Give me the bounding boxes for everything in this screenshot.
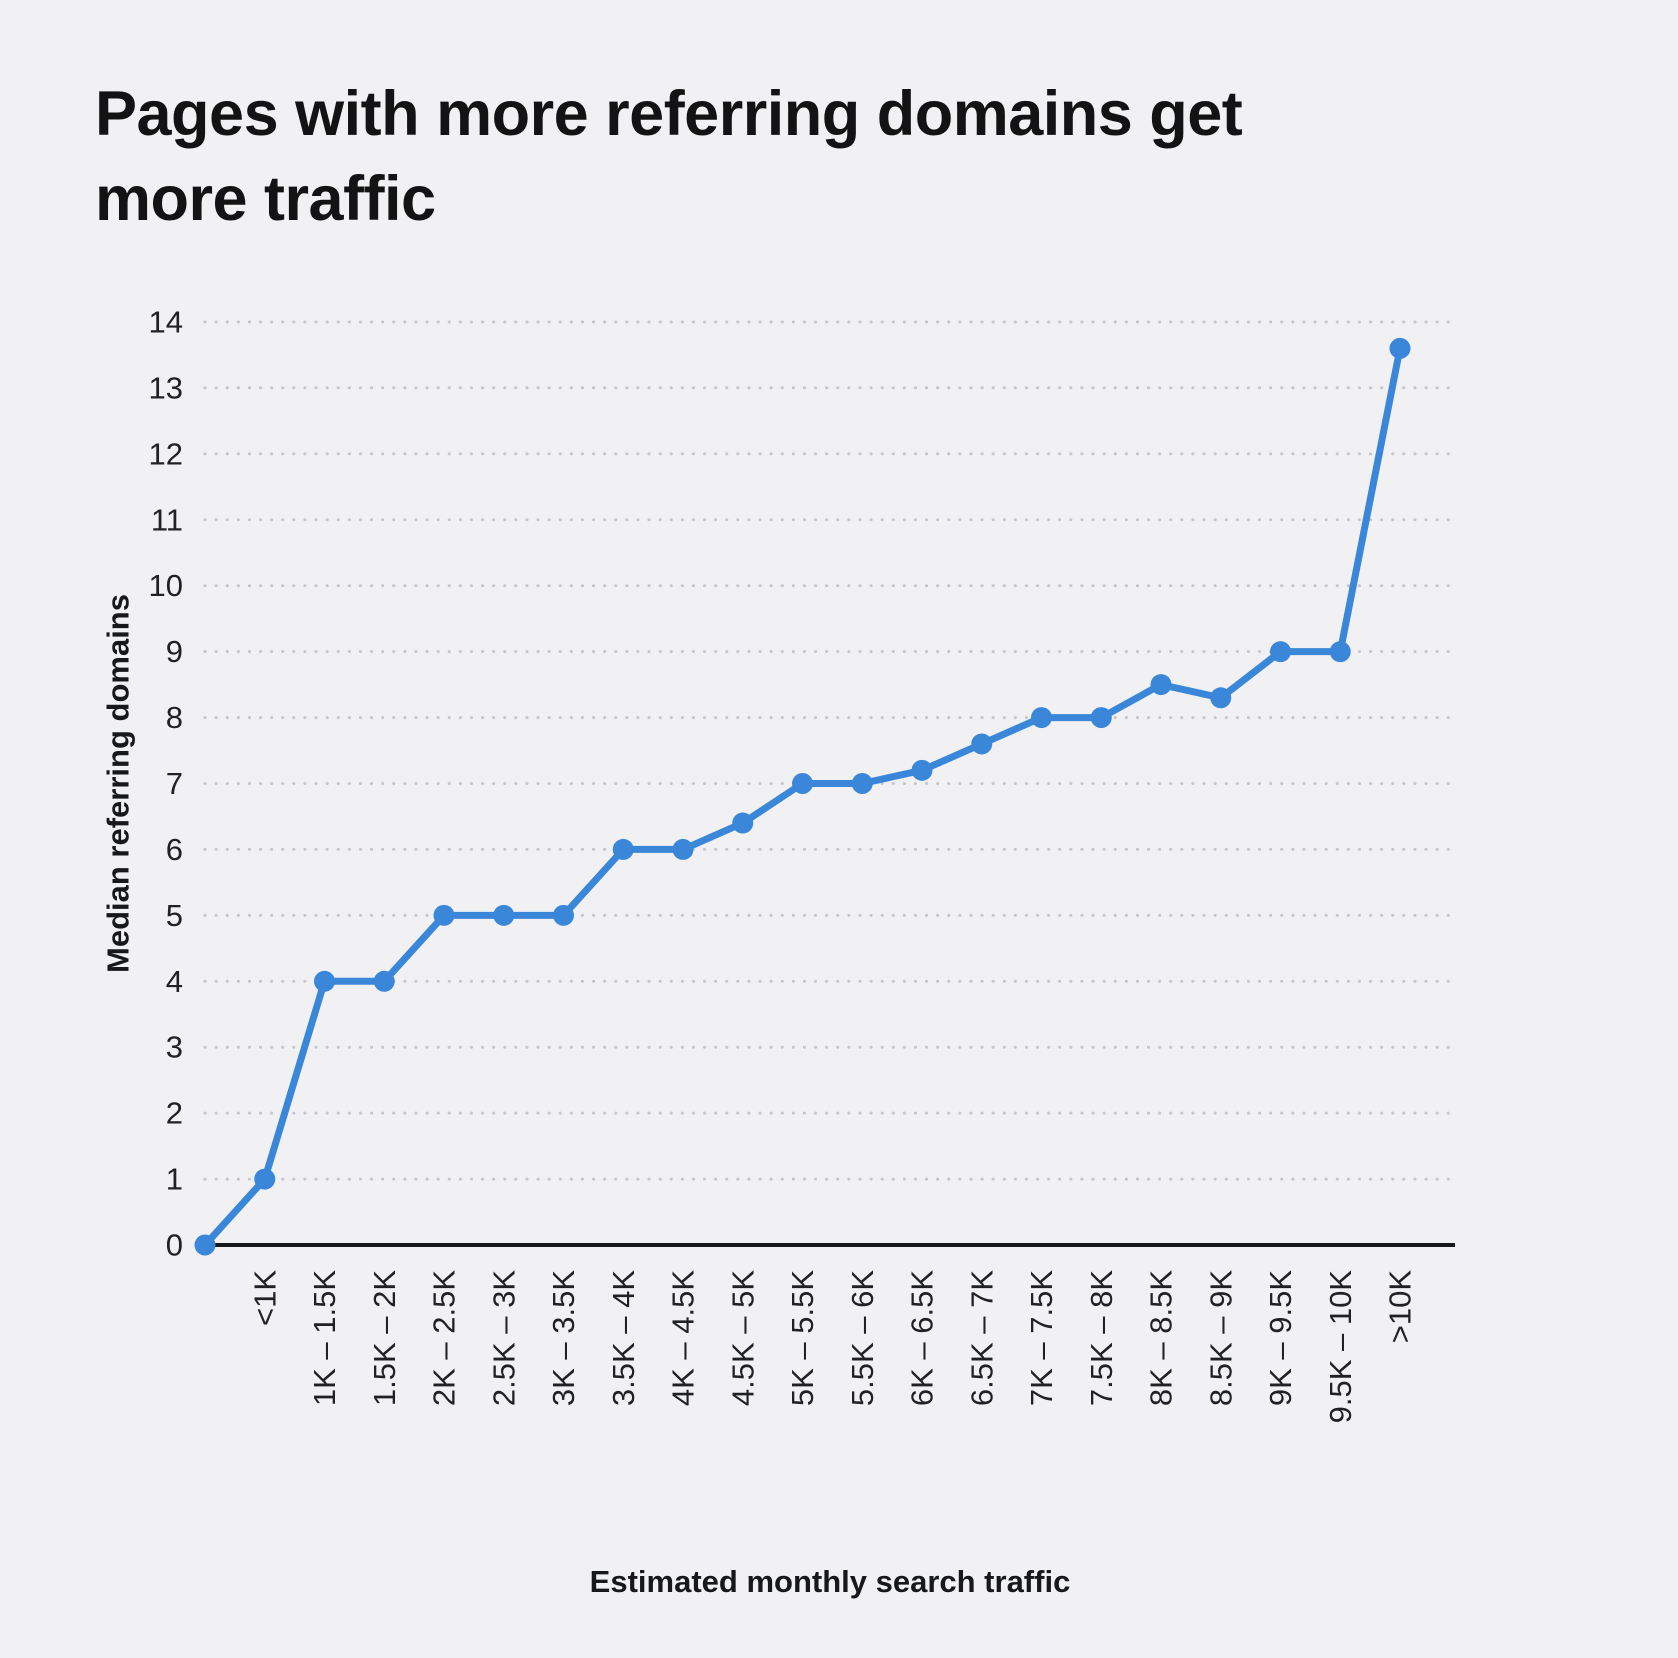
x-tick-label: 8K – 8.5K — [1144, 1270, 1179, 1406]
data-point — [1389, 337, 1411, 359]
x-tick-label: 9.5K – 10K — [1323, 1270, 1358, 1424]
x-tick-label: 2K – 2.5K — [427, 1270, 462, 1406]
y-tick-label: 10 — [149, 568, 183, 603]
x-tick-label: 3K – 3.5K — [546, 1270, 581, 1406]
x-tick-label: 6.5K – 7K — [964, 1270, 999, 1406]
y-tick-label: 3 — [166, 1030, 183, 1065]
y-tick-label: 1 — [166, 1162, 183, 1197]
x-tick-label: 4K – 4.5K — [666, 1270, 701, 1406]
x-tick-label: 7K – 7.5K — [1024, 1270, 1059, 1406]
y-tick-label: 12 — [149, 436, 183, 471]
data-point — [1090, 707, 1112, 729]
data-point — [1150, 674, 1172, 696]
x-tick-label: 6K – 6.5K — [905, 1270, 940, 1406]
data-point — [672, 838, 694, 860]
data-point — [493, 904, 515, 926]
y-tick-label: 11 — [151, 502, 183, 537]
x-tick-label: 3.5K – 4K — [606, 1270, 641, 1406]
x-tick-label: 5K – 5.5K — [785, 1270, 820, 1406]
data-point — [971, 733, 993, 755]
x-tick-label: 1.5K – 2K — [367, 1270, 402, 1406]
data-point — [851, 773, 873, 794]
x-tick-label: 4.5K – 5K — [725, 1270, 760, 1406]
x-tick-label: 8.5K – 9K — [1203, 1270, 1238, 1406]
data-point — [553, 904, 574, 926]
y-tick-label: 0 — [166, 1228, 183, 1263]
data-point — [433, 904, 455, 926]
x-tick-label: <1K — [247, 1270, 282, 1326]
y-tick-label: 5 — [166, 898, 183, 933]
x-tick-label: 5.5K – 6K — [845, 1270, 880, 1406]
data-point — [373, 970, 395, 992]
y-tick-label: 14 — [149, 305, 183, 340]
chart-title: Pages with more referring domains get mo… — [95, 79, 1243, 235]
y-tick-label: 13 — [149, 370, 183, 405]
data-point — [732, 812, 754, 834]
data-point — [254, 1168, 276, 1190]
data-point — [1210, 687, 1232, 709]
y-axis-title: Median referring domains — [101, 594, 136, 973]
data-point — [314, 970, 335, 992]
x-tick-label: 9K – 9.5K — [1263, 1270, 1298, 1406]
data-point — [612, 838, 634, 860]
data-point — [1031, 707, 1052, 729]
data-point — [1329, 641, 1351, 663]
data-line — [201, 344, 1404, 1249]
y-tick-label: 7 — [166, 766, 183, 801]
y-tick-label: 8 — [166, 700, 183, 735]
y-tick-label: 6 — [166, 832, 183, 867]
data-point — [1270, 641, 1291, 663]
x-tick-label: 2.5K – 3K — [486, 1270, 521, 1406]
data-point — [792, 773, 813, 794]
x-tick-label: 7.5K – 8K — [1084, 1270, 1119, 1406]
x-axis-title: Estimated monthly search traffic — [590, 1564, 1071, 1599]
x-tick-label: >10K — [1383, 1270, 1418, 1344]
y-tick-label: 2 — [166, 1096, 183, 1131]
data-point — [194, 1234, 216, 1256]
y-tick-label: 9 — [166, 634, 183, 669]
data-point — [911, 759, 933, 781]
x-tick-label: 1K – 1.5K — [307, 1270, 342, 1406]
y-tick-label: 4 — [166, 964, 183, 999]
